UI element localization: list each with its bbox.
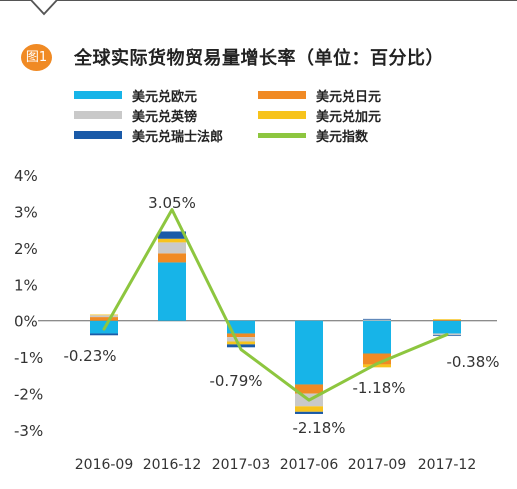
bar-gbp [363,319,391,321]
legend-swatch-gbp [74,111,122,119]
y-tick-label: 0% [14,313,38,331]
y-tick-label: -3% [14,422,43,440]
bar-jpy [90,317,118,321]
bar-eur [363,320,391,354]
notch-marker [30,0,58,16]
y-tick-label: 1% [14,276,38,294]
x-tick-label: 2017-09 [348,457,407,473]
legend-item-eur: 美元兑欧元 [74,86,198,105]
bar-eur [295,320,323,385]
bar-cad [158,238,186,243]
legend-label-chf: 美元兑瑞士法郎 [132,129,224,145]
bar-cad [433,319,461,320]
bar-eur [227,320,255,334]
bar-cad [227,341,255,345]
data-label: -0.79% [209,372,262,390]
bar-gbp [158,242,186,254]
y-tick-label: -2% [14,386,43,404]
legend-label-eur: 美元兑欧元 [132,89,198,105]
data-label: -1.18% [352,379,405,397]
bar-chf [295,411,323,414]
legend-item-index: 美元指数 [258,126,369,145]
chart-title: 全球实际货物贸易量增长率（单位：百分比） [74,48,444,69]
bar-cad [363,364,391,368]
legend-label-index: 美元指数 [316,129,369,145]
bar-cad [295,406,323,412]
top-rule-left [0,0,32,1]
legend-swatch-eur [74,91,122,99]
bar-cad [90,314,118,316]
legend-swatch-index [258,132,306,138]
data-label: -0.23% [63,347,116,365]
legend-swatch-chf [74,131,122,139]
bar-eur [433,320,461,334]
bar-chf [90,333,118,336]
bar-jpy [433,319,461,321]
legend-swatch-jpy [258,91,306,99]
bar-chf [363,318,391,320]
bar-jpy [158,253,186,263]
y-tick-label: 3% [14,203,38,221]
y-tick-label: 4% [14,167,38,185]
data-label: 3.05% [148,194,196,212]
bar-eur [158,262,186,321]
x-tick-label: 2017-06 [280,457,339,473]
legend-label-cad: 美元兑加元 [316,109,382,125]
bar-jpy [227,333,255,338]
bar-gbp [227,337,255,342]
top-rule-right [56,0,517,1]
legend-swatch-cad [258,111,306,119]
legend-item-jpy: 美元兑日元 [258,86,382,105]
x-tick-label: 2016-09 [75,457,134,473]
bar-jpy [363,353,391,365]
bar-jpy [295,384,323,394]
legend-item-cad: 美元兑加元 [258,106,382,125]
index-line [102,208,449,402]
bar-gbp [90,315,118,318]
data-label: -0.38% [446,353,499,371]
legend-label-jpy: 美元兑日元 [316,89,382,105]
legend-label-gbp: 美元兑英镑 [132,109,198,125]
legend-item-gbp: 美元兑英镑 [74,106,198,125]
bar-chf [227,344,255,348]
data-label: -2.18% [292,419,345,437]
y-tick-label: 2% [14,240,38,258]
legend-item-chf: 美元兑瑞士法郎 [74,126,224,145]
figure-badge: 图1 [21,44,52,71]
x-tick-label: 2017-03 [212,457,271,473]
y-tick-label: -1% [14,349,43,367]
bar-chf [158,231,186,239]
x-tick-label: 2016-12 [143,457,202,473]
x-tick-label: 2017-12 [418,457,477,473]
